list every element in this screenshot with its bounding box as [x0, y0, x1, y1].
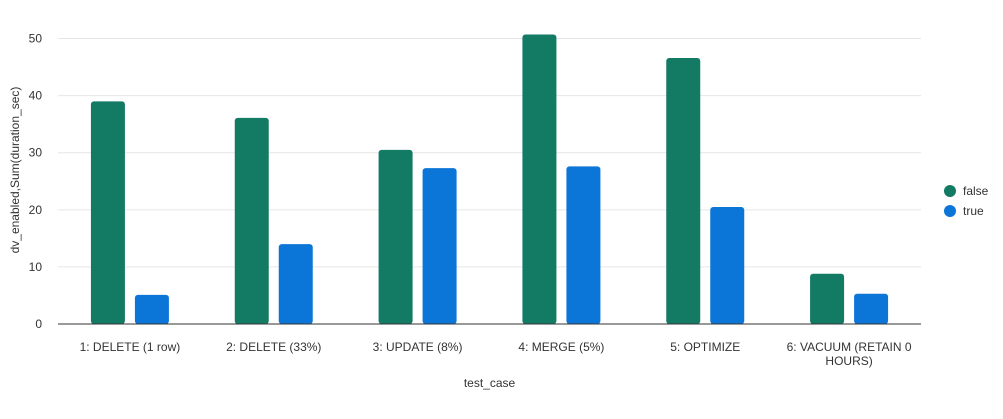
legend-marker-true — [944, 205, 956, 217]
bar-false-4[interactable] — [522, 34, 557, 324]
x-tick-label: 3: UPDATE (8%) — [373, 340, 463, 354]
bar-true-3[interactable] — [422, 168, 457, 324]
x-tick-label: 5: OPTIMIZE — [670, 340, 740, 354]
bar-true-5[interactable] — [710, 206, 745, 324]
y-tick-label: 50 — [29, 32, 43, 46]
y-tick-label: 30 — [29, 146, 43, 160]
bar-false-2[interactable] — [234, 117, 269, 324]
x-tick-label: 4: MERGE (5%) — [518, 340, 604, 354]
y-tick-label: 20 — [29, 203, 43, 217]
x-tick-label: 1: DELETE (1 row) — [80, 340, 181, 354]
y-axis-title: dv_enabled,Sum(duration_sec) — [8, 87, 22, 254]
x-axis-title: test_case — [464, 376, 516, 390]
legend-label-false[interactable]: false — [963, 184, 989, 198]
gridlines — [58, 38, 921, 268]
x-tick-label: 6: VACUUM (RETAIN 0 HOURS) — [787, 340, 912, 368]
bar-true-4[interactable] — [566, 166, 601, 324]
legend-label-true[interactable]: true — [963, 204, 984, 218]
bar-false-3[interactable] — [378, 149, 413, 324]
bar-true-1[interactable] — [134, 294, 169, 324]
y-tick-label: 10 — [29, 260, 43, 274]
y-tick-label: 0 — [35, 317, 42, 331]
legend-marker-false — [944, 185, 956, 197]
axes: 0 10 20 30 40 50 1: DELETE (1 row) 2: DELETE (3… — [29, 32, 921, 368]
bar-true-2[interactable] — [278, 244, 313, 324]
bar-false-1[interactable] — [90, 101, 125, 324]
x-tick-label: 2: DELETE (33%) — [226, 340, 321, 354]
bars — [90, 34, 889, 325]
y-tick-label: 40 — [29, 89, 43, 103]
bar-false-6[interactable] — [810, 273, 845, 324]
legend: false true — [944, 184, 989, 218]
bar-true-6[interactable] — [854, 293, 889, 324]
bar-false-5[interactable] — [666, 57, 701, 325]
